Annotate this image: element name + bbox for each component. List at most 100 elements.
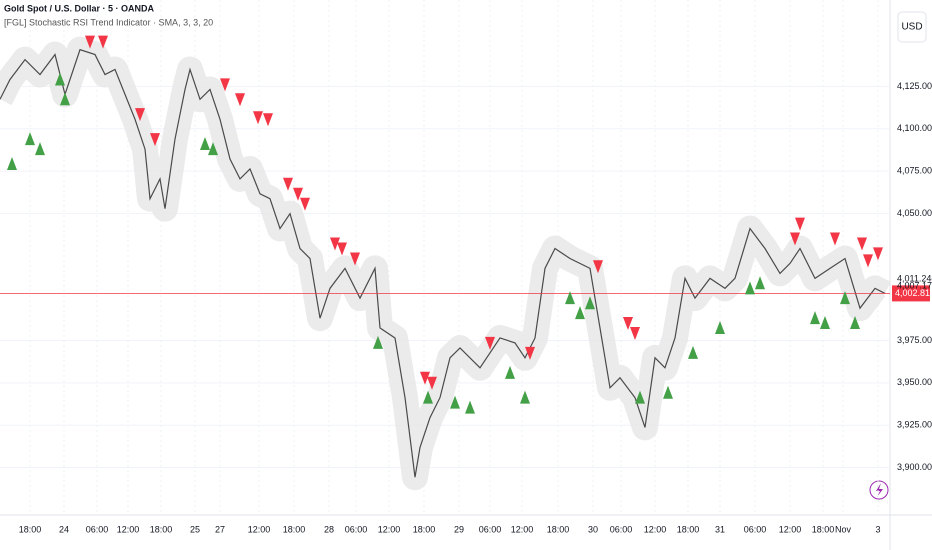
x-tick-label: 25: [190, 524, 200, 534]
sell-signal: [337, 242, 347, 256]
y-tick-label: 3,950.000: [897, 377, 932, 387]
x-tick-label: 18:00: [547, 524, 570, 534]
sell-signal: [98, 35, 108, 49]
x-tick-label: 18:00: [812, 524, 835, 534]
x-tick-label: 28: [324, 524, 334, 534]
x-tick-label: 18:00: [413, 524, 436, 534]
buy-signal: [35, 142, 45, 156]
chart-title: Gold Spot / U.S. Dollar · 5 · OANDA: [4, 3, 155, 13]
sell-signal: [293, 187, 303, 201]
sell-signal: [630, 327, 640, 341]
sell-signal: [420, 371, 430, 385]
buy-signal: [755, 276, 765, 290]
sell-signal: [857, 237, 867, 251]
sell-signal: [427, 376, 437, 390]
sell-signal: [623, 317, 633, 331]
sell-signal: [220, 78, 230, 92]
sell-signal: [593, 260, 603, 274]
x-tick-label: 12:00: [117, 524, 140, 534]
y-tick-label: 3,975.000: [897, 335, 932, 345]
sell-signal: [283, 177, 293, 191]
x-tick-label: 30: [588, 524, 598, 534]
buy-signal: [200, 136, 210, 150]
buy-signal: [715, 320, 725, 334]
buy-signal: [423, 390, 433, 404]
sell-signal: [330, 237, 340, 251]
buy-signal: [745, 281, 755, 295]
x-tick-label: 06:00: [86, 524, 109, 534]
x-tick-label: 06:00: [744, 524, 767, 534]
x-tick-label: 18:00: [283, 524, 306, 534]
sell-signal: [790, 232, 800, 246]
price-line: [0, 48, 886, 478]
x-tick-label: 27: [215, 524, 225, 534]
buy-signal: [840, 291, 850, 305]
buy-signal: [565, 291, 575, 305]
sell-signal: [150, 133, 160, 147]
y-tick-label: 3,900.000: [897, 462, 932, 472]
x-tick-label: 06:00: [479, 524, 502, 534]
buy-signal: [373, 335, 383, 349]
sell-signal: [795, 217, 805, 231]
buy-signal: [520, 390, 530, 404]
x-tick-label: 12:00: [644, 524, 667, 534]
x-tick-label: 12:00: [378, 524, 401, 534]
buy-signal: [820, 316, 830, 330]
sell-signal: [485, 336, 495, 350]
x-tick-label: 18:00: [150, 524, 173, 534]
buy-signal: [850, 316, 860, 330]
price-label: 4,007.172: [897, 280, 932, 290]
sell-signal: [873, 247, 883, 261]
buy-signal: [810, 311, 820, 325]
sell-signal: [253, 111, 263, 125]
currency: USD: [901, 22, 922, 33]
y-tick-label: 4,075.000: [897, 165, 932, 175]
buy-signal: [25, 132, 35, 146]
buy-signal: [7, 156, 17, 170]
indicator-label: [FGL] Stochastic RSI Trend Indicator · S…: [4, 17, 213, 27]
sell-signal: [525, 346, 535, 360]
buy-signal: [55, 72, 65, 86]
y-tick-label: 3,925.000: [897, 420, 932, 430]
sell-signal: [830, 232, 840, 246]
y-tick-label: 4,050.000: [897, 208, 932, 218]
price-label: 4,011.248: [897, 273, 932, 283]
x-tick-label: 3: [875, 524, 880, 534]
x-tick-label: 12:00: [779, 524, 802, 534]
currency-box: [897, 11, 927, 43]
buy-signal: [635, 390, 645, 404]
sell-signal: [863, 254, 873, 268]
buy-signal: [688, 345, 698, 359]
x-tick-label: 12:00: [511, 524, 534, 534]
buy-signal: [60, 92, 70, 106]
sell-signal: [235, 93, 245, 107]
sell-signal: [300, 197, 310, 211]
y-tick-label: 4,125.000: [897, 81, 932, 91]
sell-signal: [85, 35, 95, 49]
x-tick-label: 12:00: [248, 524, 271, 534]
sell-signal: [135, 108, 145, 122]
y-tick-label: 4,100.000: [897, 123, 932, 133]
buy-signal: [575, 306, 585, 320]
buy-signal: [208, 142, 218, 156]
x-tick-label: 24: [59, 524, 69, 534]
sell-signal: [350, 252, 360, 266]
x-tick-label: 06:00: [610, 524, 633, 534]
x-tick-label: 18:00: [677, 524, 700, 534]
alert-icon-bolt: [876, 483, 883, 497]
x-tick-label: 31: [715, 524, 725, 534]
buy-signal: [663, 385, 673, 399]
sell-signal: [263, 113, 273, 127]
last-price-badge: [892, 285, 930, 302]
x-tick-label: 06:00: [345, 524, 368, 534]
x-tick-label: 29: [454, 524, 464, 534]
buy-signal: [450, 395, 460, 409]
buy-signal: [585, 296, 595, 310]
x-tick-label: 18:00: [19, 524, 42, 534]
buy-signal: [465, 400, 475, 414]
buy-signal: [505, 365, 515, 379]
x-tick-label: Nov: [835, 524, 852, 534]
last-price-label: 4,002.810: [895, 288, 932, 298]
